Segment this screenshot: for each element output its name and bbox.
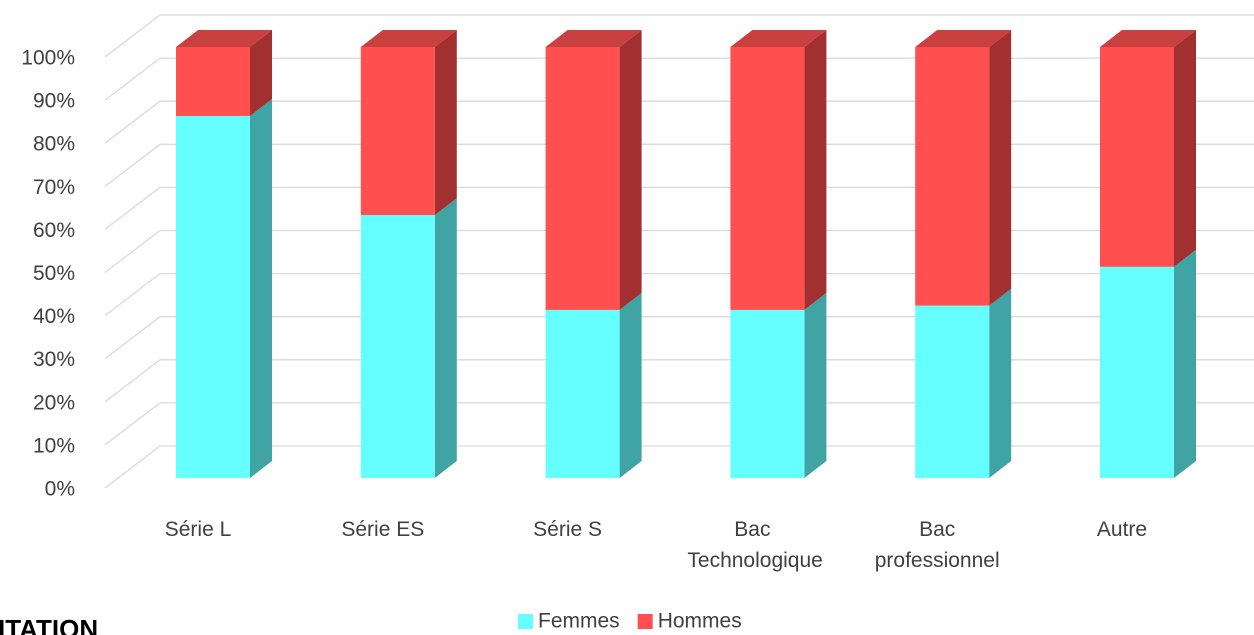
caption: ITATION bbox=[0, 614, 99, 635]
bar bbox=[730, 309, 805, 478]
bar bbox=[360, 215, 435, 478]
bar-side bbox=[434, 198, 457, 478]
grid-line bbox=[104, 359, 1254, 403]
bar bbox=[545, 309, 620, 478]
y-tick-label: 0% bbox=[45, 478, 75, 501]
y-tick-label: 10% bbox=[33, 434, 75, 457]
x-tick-label: Bac Technologique bbox=[687, 518, 823, 572]
y-tick-label: 20% bbox=[33, 391, 75, 414]
legend-label: Femmes bbox=[538, 610, 620, 633]
bar-top bbox=[915, 30, 1012, 47]
y-tick-label: 30% bbox=[33, 348, 75, 371]
x-tick-label: Autre bbox=[1096, 518, 1148, 541]
x-tick-label: Série L bbox=[164, 518, 232, 541]
bar-side bbox=[804, 30, 827, 310]
bar-side bbox=[804, 292, 827, 478]
y-tick-label: 50% bbox=[33, 262, 75, 285]
grid-line bbox=[104, 229, 1254, 274]
grid-line bbox=[104, 272, 1254, 317]
bar-side bbox=[1174, 249, 1196, 478]
y-tick-label: 60% bbox=[33, 219, 75, 242]
y-tick-label: 80% bbox=[33, 133, 75, 156]
bar bbox=[176, 115, 250, 479]
x-tick-label: Série ES bbox=[341, 518, 425, 541]
legend-swatch bbox=[518, 614, 533, 629]
bar-top bbox=[730, 30, 827, 47]
y-tick-label: 100% bbox=[21, 47, 75, 70]
y-tick-label: 90% bbox=[33, 90, 75, 113]
bar-top bbox=[360, 30, 457, 47]
bar bbox=[915, 305, 990, 478]
x-tick-label: Bac professionnel bbox=[874, 518, 1000, 572]
bar-side bbox=[250, 30, 272, 116]
grid-line bbox=[104, 445, 1254, 489]
bar bbox=[915, 47, 990, 306]
bar-side bbox=[1174, 30, 1196, 267]
bar bbox=[1100, 47, 1174, 267]
bar-side bbox=[619, 30, 642, 310]
bar-side bbox=[989, 288, 1012, 478]
bar bbox=[176, 47, 250, 116]
x-tick-label: Série S bbox=[533, 518, 603, 541]
legend-label: Hommes bbox=[658, 610, 742, 633]
bar-side bbox=[250, 98, 272, 479]
grid-line bbox=[104, 14, 1254, 58]
bar-side bbox=[434, 30, 457, 216]
bar-side bbox=[619, 292, 642, 478]
grid-line bbox=[104, 143, 1254, 187]
legend-swatch bbox=[637, 614, 653, 629]
bar bbox=[730, 47, 805, 310]
y-tick-label: 70% bbox=[33, 176, 75, 199]
grid-line bbox=[104, 402, 1254, 446]
bar-top bbox=[1100, 30, 1196, 47]
grid-line bbox=[104, 186, 1254, 230]
bar bbox=[360, 47, 435, 216]
bar-side bbox=[989, 30, 1012, 306]
bar bbox=[1100, 266, 1174, 478]
grid-line bbox=[104, 100, 1254, 144]
bar bbox=[545, 47, 620, 310]
y-tick-label: 40% bbox=[33, 305, 75, 328]
bar-top bbox=[545, 30, 642, 47]
grid-line bbox=[104, 57, 1254, 101]
grid-line bbox=[104, 316, 1254, 360]
bar-top bbox=[176, 30, 272, 47]
